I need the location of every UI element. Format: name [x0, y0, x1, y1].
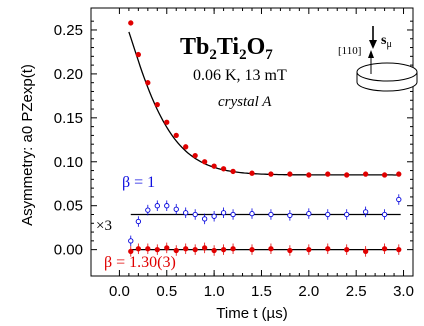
x-tick-label: 1.5 — [251, 283, 272, 300]
compound-formula: Tb2Ti2O7 — [180, 34, 273, 63]
data-point — [211, 213, 217, 219]
data-point — [249, 210, 255, 217]
sample-disc-top — [356, 62, 418, 82]
y-tick-label: 0.25 — [54, 22, 83, 39]
data-point — [325, 171, 331, 177]
data-point — [230, 246, 236, 252]
data-point — [362, 171, 369, 177]
beta-red-label: β = 1.30(3) — [104, 254, 176, 271]
data-point — [135, 51, 142, 58]
data-point — [173, 132, 179, 139]
beta-blue-label: β = 1 — [122, 174, 155, 191]
data-point — [306, 210, 312, 217]
data-point — [396, 171, 402, 177]
data-point — [287, 247, 293, 254]
data-point — [145, 80, 151, 86]
data-point — [220, 210, 227, 216]
data-point — [128, 238, 134, 244]
conditions-label: 0.06 K, 13 mT — [193, 67, 287, 84]
data-point — [164, 119, 170, 125]
y-tick-label: 0.10 — [54, 154, 83, 171]
x-tick-label: 0.0 — [109, 283, 130, 300]
data-point — [362, 209, 369, 215]
data-point — [268, 211, 274, 218]
y-tick-label: 0.15 — [54, 110, 83, 127]
data-point — [381, 211, 388, 218]
data-point — [287, 212, 293, 219]
data-point — [344, 211, 350, 218]
fit-curve-top — [128, 31, 400, 176]
data-point — [173, 206, 179, 212]
data-point — [220, 166, 227, 172]
data-point — [201, 159, 208, 165]
data-point — [135, 218, 142, 225]
data-point — [325, 246, 331, 252]
data-point — [344, 172, 350, 178]
data-point — [183, 246, 189, 252]
data-point — [344, 246, 350, 253]
data-point — [381, 246, 388, 252]
data-point — [173, 247, 179, 254]
x-tick-label: 0.5 — [156, 283, 177, 300]
x-axis-label: Time t (µs) — [216, 305, 287, 322]
data-point — [211, 163, 217, 169]
data-point — [306, 246, 312, 253]
spin-label: sμ — [381, 33, 392, 50]
direction-label: [110] — [338, 45, 361, 57]
data-point — [128, 248, 134, 255]
data-point — [230, 211, 236, 218]
y-tick-label: 0.20 — [54, 66, 83, 83]
crystal-label: crystal A — [218, 94, 272, 110]
data-point — [164, 203, 170, 209]
spin-arrowhead — [369, 40, 377, 49]
data-point — [192, 211, 198, 218]
data-point — [268, 246, 274, 252]
data-point — [145, 246, 151, 252]
data-point — [306, 172, 312, 178]
data-point — [192, 246, 198, 253]
data-point — [249, 170, 255, 176]
data-point — [183, 210, 189, 216]
data-point — [145, 207, 151, 213]
data-point — [154, 203, 160, 209]
data-point — [396, 246, 402, 253]
data-point — [268, 171, 274, 177]
y-axis-label: Asymmetry: a0 PZexp(t) — [19, 64, 36, 226]
sample-sketch: [110] sμ — [338, 26, 418, 92]
x-tick-label: 2.0 — [298, 283, 319, 300]
data-point — [230, 168, 236, 175]
data-point — [362, 248, 369, 255]
data-point — [396, 196, 402, 203]
y-tick-label: 0.00 — [54, 242, 83, 259]
x-tick-label: 2.5 — [346, 283, 367, 300]
data-point — [128, 20, 134, 26]
data-point — [211, 247, 217, 254]
data-point — [325, 211, 331, 218]
data-point — [154, 246, 160, 253]
data-point — [220, 246, 227, 253]
data-point — [201, 216, 208, 222]
text-layer: Asymmetry: a0 PZexp(t) Time t (µs) Tb2Ti… — [19, 26, 418, 322]
data-point — [381, 172, 388, 178]
y-tick-label: 0.05 — [54, 198, 83, 215]
x-tick-label: 3.0 — [393, 283, 414, 300]
plot-layer: 0.0 0.5 1.0 1.5 2.0 2.5 3.0 0.00 0.05 0.10 0.15 0.2… — [54, 7, 414, 300]
data-point — [135, 246, 142, 252]
data-point — [154, 102, 160, 108]
data-point — [164, 245, 170, 251]
data-point — [287, 171, 293, 177]
data-point — [192, 152, 198, 159]
data-point — [201, 245, 208, 251]
x-tick-label: 1.0 — [204, 283, 225, 300]
direction-arrowhead — [368, 50, 374, 58]
times-three-label: ×3 — [96, 218, 112, 234]
data-point — [183, 144, 189, 150]
data-point — [249, 246, 255, 253]
